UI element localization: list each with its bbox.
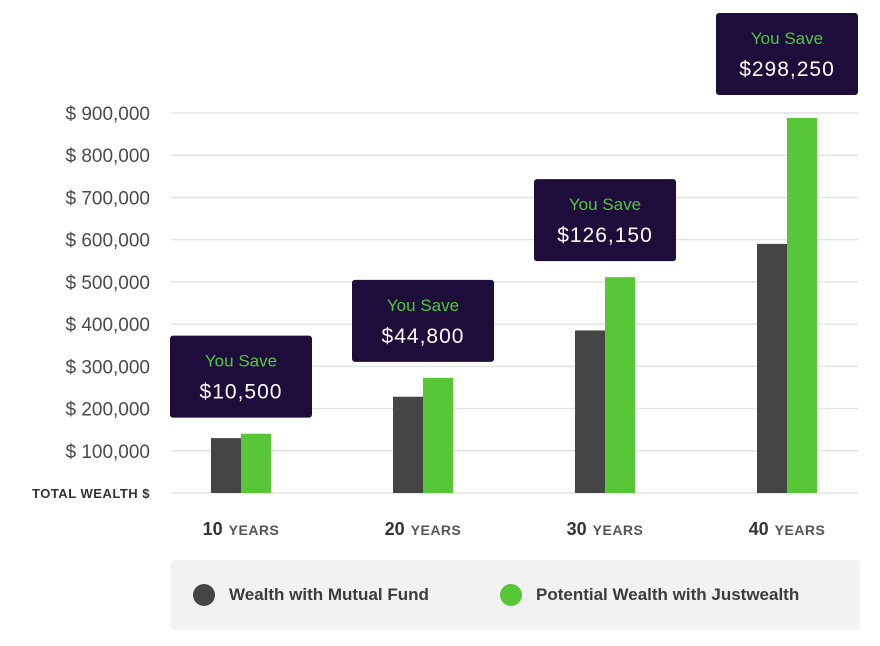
wealth-comparison-chart: $ 100,000 $ 200,000 $ 300,000 $ 400,000 $ 50… [32, 13, 858, 539]
savings-callout: You Save $126,150 [534, 179, 676, 262]
legend-dot-justwealth [500, 584, 522, 606]
y-tick-label: $ 800,000 [65, 146, 150, 167]
legend-dot-mutual-fund [193, 584, 215, 606]
y-tick-label: $ 500,000 [65, 273, 150, 294]
savings-callout-label: You Save [205, 352, 277, 371]
x-tick-unit: YEARS [411, 522, 462, 538]
x-tick-label: 40 YEARS [749, 519, 826, 539]
savings-callouts: You Save $10,500 You Save $44,800 You Save $1… [170, 13, 858, 418]
x-tick-number: 20 [385, 519, 405, 539]
y-tick-label: $ 300,000 [65, 357, 150, 378]
y-tick-label: $ 200,000 [65, 400, 150, 421]
savings-callout-value: $298,250 [739, 58, 835, 81]
x-tick-number: 40 [749, 519, 769, 539]
savings-callout-value: $44,800 [382, 325, 465, 348]
x-tick-unit: YEARS [775, 522, 826, 538]
x-tick-label: 30 YEARS [567, 519, 644, 539]
legend-item-justwealth: Potential Wealth with Justwealth [500, 560, 799, 630]
savings-callout: You Save $10,500 [170, 335, 312, 418]
savings-callout: You Save $44,800 [352, 279, 494, 362]
bar-justwealth [787, 117, 817, 493]
y-tick-label: $ 900,000 [65, 104, 150, 125]
bar-mutual-fund [393, 396, 423, 493]
y-axis-ticks: $ 100,000 $ 200,000 $ 300,000 $ 400,000 $ 50… [65, 104, 150, 463]
bar-mutual-fund [211, 438, 241, 493]
legend: Wealth with Mutual Fund Potential Wealth… [171, 560, 860, 630]
y-tick-label: $ 100,000 [65, 442, 150, 463]
x-tick-label: 20 YEARS [385, 519, 462, 539]
x-tick-unit: YEARS [229, 522, 280, 538]
savings-callout-box [534, 179, 676, 262]
legend-label-mutual-fund: Wealth with Mutual Fund [229, 585, 429, 604]
y-tick-label: $ 600,000 [65, 231, 150, 252]
y-axis-label: TOTAL WEALTH $ [32, 486, 150, 501]
x-tick-number: 10 [203, 519, 223, 539]
x-axis-ticks: 10 YEARS 20 YEARS 30 YEARS 40 YEARS [203, 519, 826, 539]
bar-mutual-fund [575, 330, 605, 493]
bar-justwealth [241, 433, 271, 493]
y-tick-label: $ 400,000 [65, 315, 150, 336]
savings-callout: You Save $298,250 [716, 13, 858, 95]
savings-callout-value: $126,150 [557, 224, 653, 247]
savings-callout-box [170, 335, 312, 418]
savings-callout-label: You Save [751, 29, 823, 48]
savings-callout-label: You Save [387, 296, 459, 315]
bar-justwealth [423, 377, 453, 493]
grid-lines [171, 112, 858, 494]
legend-label-justwealth: Potential Wealth with Justwealth [536, 585, 800, 604]
savings-callout-label: You Save [569, 195, 641, 214]
y-tick-label: $ 700,000 [65, 188, 150, 209]
x-tick-label: 10 YEARS [203, 519, 280, 539]
bars [211, 117, 817, 493]
savings-callout-value: $10,500 [200, 381, 283, 404]
savings-callout-box [716, 13, 858, 95]
bar-justwealth [605, 277, 635, 493]
bar-mutual-fund [757, 243, 787, 493]
x-tick-number: 30 [567, 519, 587, 539]
x-tick-unit: YEARS [593, 522, 644, 538]
savings-callout-box [352, 279, 494, 362]
legend-item-mutual-fund: Wealth with Mutual Fund [193, 560, 429, 630]
